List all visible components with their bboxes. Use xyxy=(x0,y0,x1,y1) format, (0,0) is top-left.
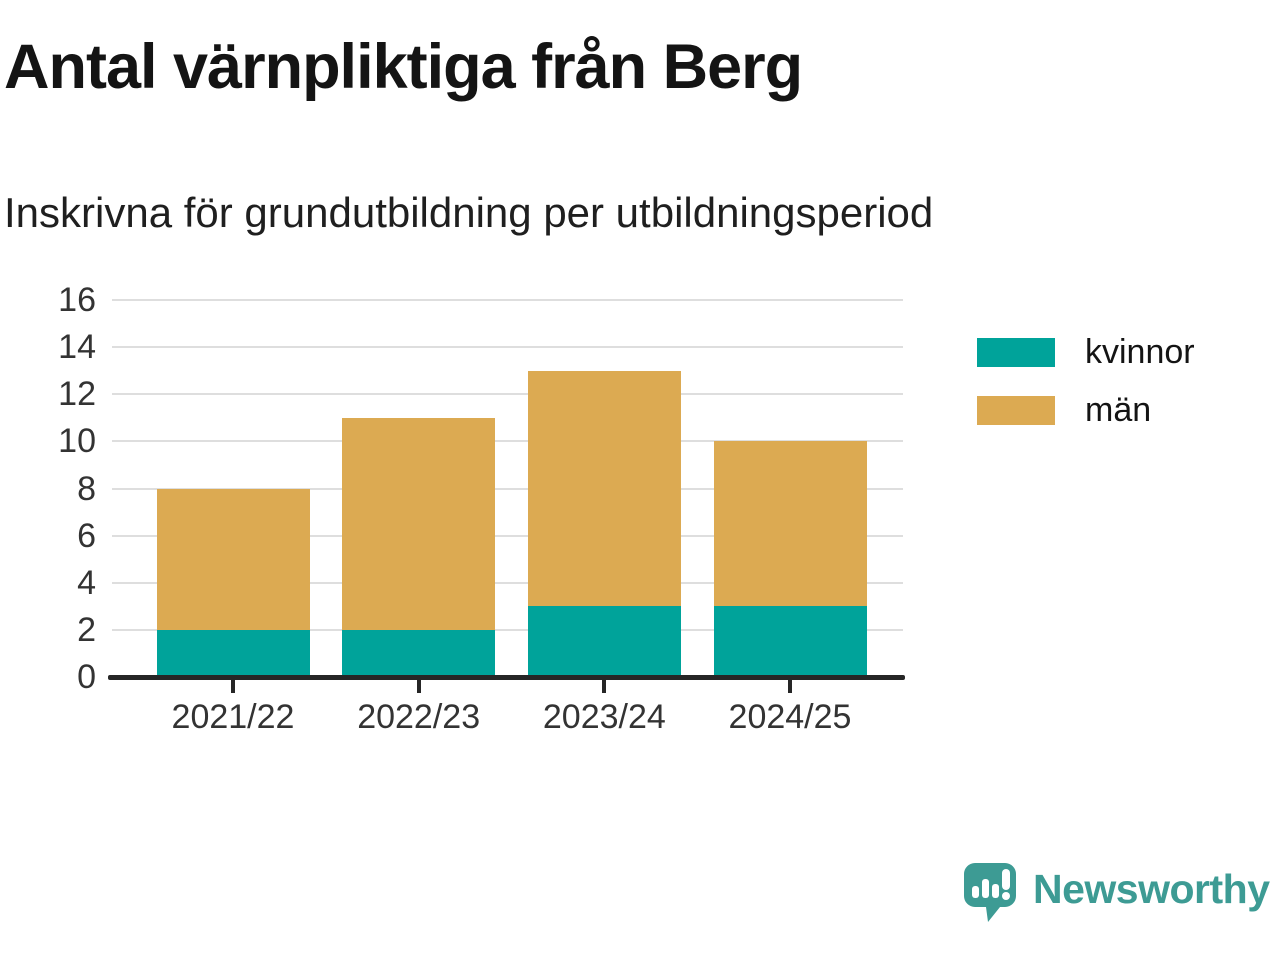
x-axis-line xyxy=(108,675,905,680)
y-tick-label-14: 14 xyxy=(58,328,96,367)
gridline-y2 xyxy=(112,628,903,631)
y-tick-label-10: 10 xyxy=(58,422,96,461)
gridline-y8 xyxy=(112,487,903,490)
bar-segment-kvinnor-2021/22 xyxy=(156,629,310,677)
bar-segment-män-2023/24 xyxy=(527,370,681,607)
gridline-y12 xyxy=(112,393,903,396)
legend-swatch-män xyxy=(977,396,1055,425)
x-tick-label-2022/23: 2022/23 xyxy=(357,698,481,736)
y-tick-label-2: 2 xyxy=(77,610,96,649)
y-tick-label-0: 0 xyxy=(77,658,96,696)
x-tick-2021/22 xyxy=(231,680,235,693)
chart-title: Antal värnpliktiga från Berg xyxy=(4,32,803,102)
x-tick-2022/23 xyxy=(416,680,421,693)
y-tick-label-12: 12 xyxy=(58,375,96,414)
x-tick-label-2021/22: 2021/22 xyxy=(171,698,295,736)
logo-wordmark: Newsworthy xyxy=(1033,866,1270,912)
speech-bubble-bar-chart-icon xyxy=(964,863,1016,922)
x-tick-label-2023/24: 2023/24 xyxy=(542,698,666,736)
gridline-y4 xyxy=(112,581,903,584)
bar-segment-kvinnor-2024/25 xyxy=(713,606,867,677)
y-tick-label-6: 6 xyxy=(77,516,96,555)
gridline-y10 xyxy=(112,440,903,443)
bar-segment-kvinnor-2023/24 xyxy=(527,606,681,677)
newsworthy-logo: Newsworthy xyxy=(963,862,1270,924)
bar-segment-män-2021/22 xyxy=(156,488,310,630)
bar-segment-män-2024/25 xyxy=(713,441,867,607)
legend-swatch-kvinnor xyxy=(977,338,1055,367)
x-tick-2023/24 xyxy=(602,680,607,693)
chart-subtitle: Inskrivna för grundutbildning per utbild… xyxy=(4,189,934,236)
gridline-y14 xyxy=(112,346,903,349)
bar-segment-män-2022/23 xyxy=(342,417,496,630)
y-tick-label-16: 16 xyxy=(58,281,96,319)
y-tick-label-4: 4 xyxy=(77,563,96,602)
gridline-y16 xyxy=(112,299,903,301)
chart-legend: kvinnor män xyxy=(977,333,1267,454)
x-tick-2024/25 xyxy=(788,680,792,693)
plot-area xyxy=(112,299,903,677)
legend-item-män: män xyxy=(977,391,1267,429)
bar-segment-kvinnor-2022/23 xyxy=(342,629,496,677)
x-tick-label-2024/25: 2024/25 xyxy=(728,698,852,736)
legend-item-kvinnor: kvinnor xyxy=(977,333,1267,371)
gridline-y6 xyxy=(112,534,903,537)
legend-label: kvinnor xyxy=(1085,333,1195,371)
y-tick-label-8: 8 xyxy=(77,469,96,508)
legend-label: män xyxy=(1085,391,1152,429)
